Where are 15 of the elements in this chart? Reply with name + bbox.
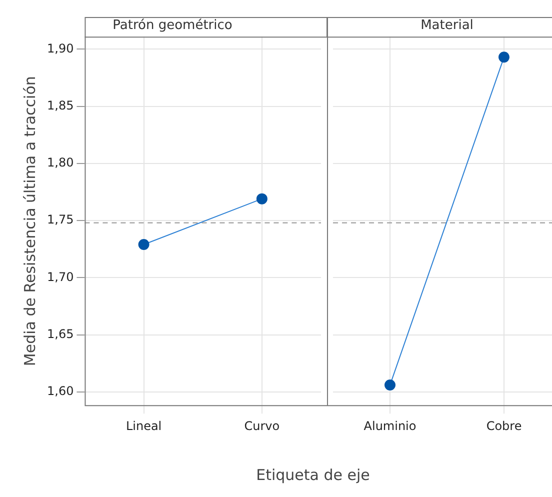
y-tick-label: 1,85 bbox=[47, 98, 74, 112]
y-tick-label: 1,60 bbox=[47, 384, 74, 398]
chart-title: Patrón geométrico bbox=[112, 18, 232, 34]
x-tick-label: Curvo bbox=[244, 418, 280, 433]
x-tick-label: Aluminio bbox=[364, 418, 416, 433]
y-tick-label: 1,90 bbox=[47, 41, 74, 56]
y-tick-label: 1,80 bbox=[47, 156, 74, 170]
y-tick-label: 1,70 bbox=[47, 270, 74, 284]
chart-title: Material bbox=[420, 18, 474, 34]
x-tick-label: Cobre bbox=[486, 418, 522, 433]
y-tick-label: 1,75 bbox=[47, 212, 74, 227]
x-axis-title: Etiqueta de eje bbox=[255, 466, 371, 484]
y-axis-title: Media de Resistencia última a tracción bbox=[20, 76, 39, 366]
y-tick-label: 1,65 bbox=[47, 326, 74, 341]
x-tick-label: Lineal bbox=[126, 418, 162, 433]
